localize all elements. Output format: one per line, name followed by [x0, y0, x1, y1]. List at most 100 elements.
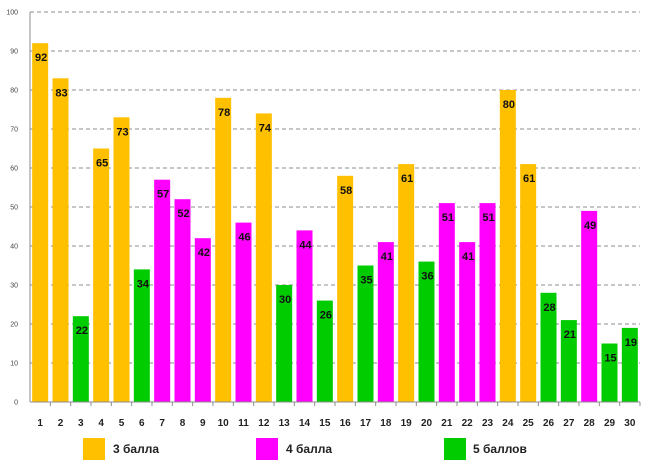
x-tick-label: 20: [421, 418, 433, 429]
x-tick-label: 1: [37, 418, 43, 429]
data-label-11: 46: [238, 232, 250, 244]
legend-label-4-balla: 4 балла: [286, 442, 332, 456]
bar-10: [215, 97, 232, 403]
data-label-12: 74: [259, 122, 272, 134]
data-label-16: 58: [340, 185, 352, 197]
bar-29: [601, 343, 618, 402]
legend-swatch-4-balla: [256, 438, 278, 460]
bar-11: [235, 222, 252, 402]
x-tick-label: 12: [258, 418, 270, 429]
x-tick-label: 24: [502, 418, 514, 429]
bar-21: [438, 203, 455, 402]
bar-9: [194, 238, 211, 402]
data-label-1: 92: [35, 52, 47, 64]
y-tick-label: 80: [10, 88, 18, 95]
bar-6: [133, 269, 150, 402]
x-tick-label: 21: [441, 418, 453, 429]
bars: 92 83 22 65 73 34 57 52 42 78 46 74 30 44 26 58 35 41 61 36…: [32, 43, 638, 403]
data-label-17: 35: [360, 275, 372, 287]
legend-swatch-3-balla: [83, 438, 105, 460]
x-tick-label: 22: [462, 418, 474, 429]
legend-label-3-balla: 3 балла: [113, 442, 159, 456]
data-label-8: 52: [177, 208, 189, 220]
x-tick-label: 2: [58, 418, 64, 429]
x-tick-label: 30: [624, 418, 636, 429]
y-tick-label: 50: [10, 205, 18, 212]
x-tick-label: 8: [180, 418, 186, 429]
data-label-23: 51: [482, 212, 494, 224]
data-label-5: 73: [116, 126, 128, 138]
data-label-14: 44: [299, 239, 312, 251]
data-label-28: 49: [584, 220, 596, 232]
x-tick-label: 14: [299, 418, 311, 429]
x-tick-label: 18: [380, 418, 392, 429]
data-label-20: 36: [421, 271, 433, 283]
bar-16: [337, 175, 354, 402]
y-tick-label: 20: [10, 322, 18, 329]
bar-1: [32, 43, 49, 402]
bar-5: [113, 117, 130, 403]
bar-14: [296, 230, 313, 402]
bar-26: [540, 292, 557, 402]
bar-17: [357, 265, 374, 402]
data-label-15: 26: [320, 310, 332, 322]
y-tick-label: 40: [10, 244, 18, 251]
y-tick-label: 90: [10, 49, 18, 56]
x-tick-label: 17: [360, 418, 372, 429]
x-tick-label: 11: [238, 418, 249, 429]
x-tick-label: 16: [340, 418, 352, 429]
x-tick-label: 3: [78, 418, 84, 429]
data-label-22: 41: [462, 251, 474, 263]
bar-7: [154, 179, 171, 402]
data-label-3: 22: [76, 325, 88, 337]
x-tick-label: 29: [604, 418, 616, 429]
x-axis: 1 2 3 4 5 6 7 8 9 10 11 12 13 14 15 16 17 18 19 20 21 22 23 24 2…: [30, 401, 641, 429]
x-tick-label: 27: [563, 418, 575, 429]
gridlines: [30, 11, 640, 364]
bar-27: [560, 320, 577, 402]
bar-20: [418, 261, 435, 402]
x-tick-label: 19: [401, 418, 413, 429]
x-tick-label: 4: [98, 418, 104, 429]
bar-15: [316, 300, 333, 402]
data-label-25: 61: [523, 173, 535, 185]
x-tick-label: 13: [279, 418, 291, 429]
bar-13: [276, 285, 293, 402]
y-tick-label: 100: [6, 10, 18, 17]
data-label-2: 83: [55, 87, 67, 99]
data-label-6: 34: [137, 278, 150, 290]
x-tick-label: 5: [119, 418, 125, 429]
x-tick-label: 10: [218, 418, 230, 429]
legend: 3 балла 4 балла 5 баллов: [83, 438, 527, 460]
bar-22: [459, 242, 476, 402]
y-tick-label: 70: [10, 127, 18, 134]
legend-label-5-ballov: 5 баллов: [473, 442, 527, 456]
x-tick-label: 26: [543, 418, 555, 429]
x-tick-label: 6: [139, 418, 145, 429]
data-label-7: 57: [157, 189, 169, 201]
bar-19: [398, 164, 415, 402]
x-tick-label: 25: [523, 418, 535, 429]
data-label-24: 80: [503, 99, 515, 111]
data-label-29: 15: [604, 353, 616, 365]
x-tick-label: 28: [584, 418, 596, 429]
data-label-9: 42: [198, 247, 210, 259]
bar-28: [581, 210, 598, 402]
bar-8: [174, 199, 191, 402]
bar-3: [72, 316, 89, 402]
data-label-26: 28: [543, 302, 555, 314]
data-label-27: 21: [564, 329, 576, 341]
legend-swatch-5-ballov: [444, 438, 466, 460]
x-tick-label: 7: [159, 418, 165, 429]
data-label-13: 30: [279, 294, 291, 306]
bar-4: [93, 148, 110, 402]
bar-12: [255, 113, 272, 403]
data-label-30: 19: [625, 337, 637, 349]
data-label-21: 51: [442, 212, 454, 224]
bar-18: [377, 242, 394, 402]
y-tick-label: 30: [10, 283, 18, 290]
data-label-10: 78: [218, 107, 230, 119]
data-label-18: 41: [381, 251, 393, 263]
data-label-4: 65: [96, 158, 108, 170]
